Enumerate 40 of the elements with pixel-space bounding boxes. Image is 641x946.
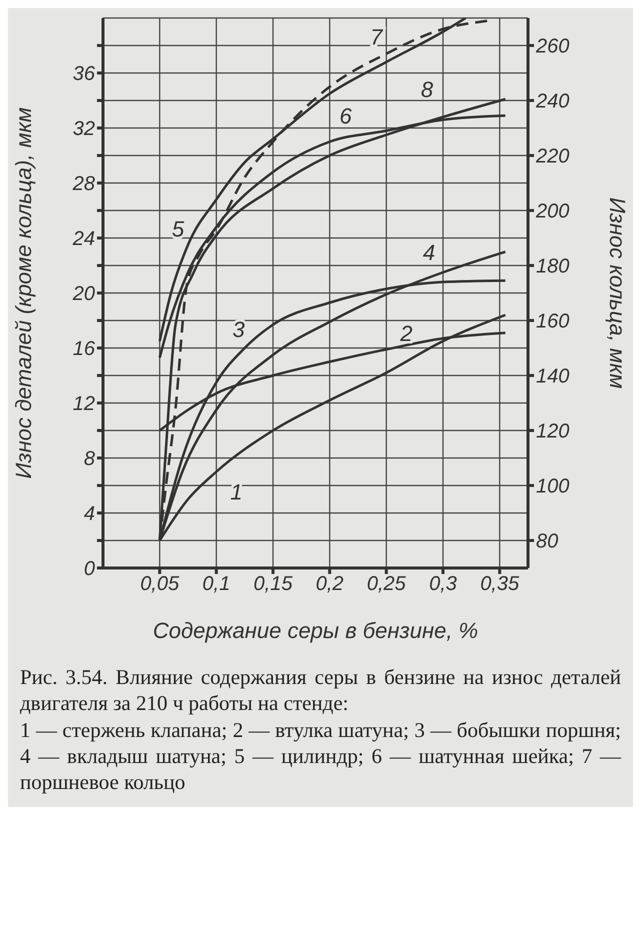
x-tick-label: 0,25 xyxy=(366,573,407,596)
y-tick-label: 12 xyxy=(72,393,95,416)
y-tick-label: 16 xyxy=(72,338,96,360)
text: Рис. 3.54. Влияние содержания серы в бензине на износ деталей двигателя за 210 ч работы на стенде: xyxy=(20,664,621,716)
y2-tick-label: 80 xyxy=(536,530,558,553)
y-tick-label: 24 xyxy=(72,228,95,250)
series-label: 4 xyxy=(422,240,436,266)
x-tick-label: 0,15 xyxy=(254,573,294,596)
y-tick-label: 28 xyxy=(72,173,95,196)
x-tick-label: 0,1 xyxy=(202,573,230,596)
series-label: 7 xyxy=(370,24,384,50)
series-label: 8 xyxy=(420,76,434,102)
y-tick-label: 32 xyxy=(72,118,95,140)
x-tick-label: 0,05 xyxy=(140,573,180,596)
y2-tick-label: 200 xyxy=(535,200,570,223)
series-label: 3 xyxy=(232,316,246,342)
x-axis-title: Содержание серы в бензине, % xyxy=(152,618,478,643)
y2-tick-label: 160 xyxy=(536,310,570,333)
series-label: 6 xyxy=(340,104,353,129)
y-tick-label: 20 xyxy=(72,283,95,306)
x-tick-label: 0,35 xyxy=(480,573,520,596)
x-tick-label: 0,3 xyxy=(429,573,457,596)
y-axis-title: Износ деталей (кроме кольца), мкм xyxy=(10,107,36,479)
y2-tick-label: 120 xyxy=(536,420,570,443)
y2-tick-label: 260 xyxy=(535,36,570,58)
y2-tick-label: 240 xyxy=(535,90,570,113)
y2-tick-label: 100 xyxy=(536,476,570,498)
series-label: 1 xyxy=(230,480,242,505)
y-tick-label: 36 xyxy=(72,63,96,86)
text: 1 — стержень клапана; 2 — втулка шатуна; 3 — бобышки поршня; 4 — вкладыш шатуна; 5 — цилиндр; 6 — шатунная шейка; 7 — поршневое кольцо xyxy=(20,716,621,796)
y2-axis-title: Износ кольца, мкм xyxy=(605,197,630,389)
y-tick-label: 8 xyxy=(84,448,95,470)
y2-tick-label: 140 xyxy=(536,366,570,388)
x-tick-label: 0,2 xyxy=(316,573,344,596)
series-label: 5 xyxy=(172,216,185,242)
y2-tick-label: 180 xyxy=(536,256,570,278)
y2-tick-label: 220 xyxy=(535,146,570,168)
y-tick-label: 4 xyxy=(84,503,95,526)
y-tick-label: 0 xyxy=(84,558,95,580)
series-label: 2 xyxy=(399,321,412,346)
